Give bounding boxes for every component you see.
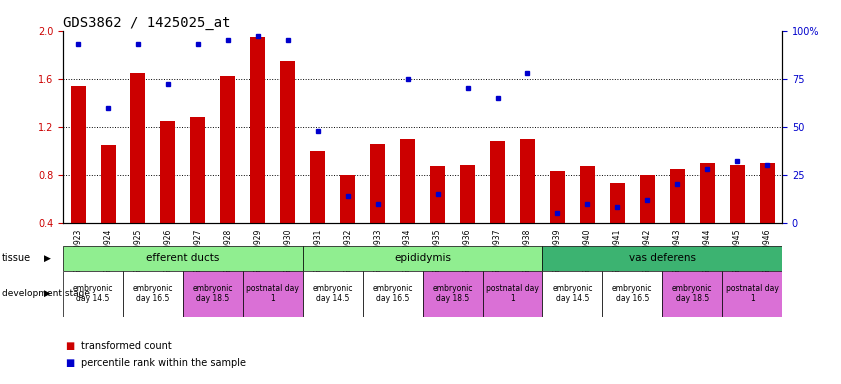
Bar <box>370 144 385 223</box>
Bar <box>730 165 744 223</box>
Bar <box>430 166 445 223</box>
Bar <box>580 166 595 223</box>
Bar <box>610 183 625 223</box>
Text: postnatal day
1: postnatal day 1 <box>246 284 299 303</box>
Text: postnatal day
1: postnatal day 1 <box>486 284 539 303</box>
Bar <box>303 246 542 271</box>
Bar <box>460 165 475 223</box>
Bar <box>542 246 782 271</box>
Text: ▶: ▶ <box>44 253 50 263</box>
Text: efferent ducts: efferent ducts <box>146 253 220 263</box>
Bar <box>303 271 362 317</box>
Bar <box>483 271 542 317</box>
Bar <box>722 271 782 317</box>
Bar <box>700 163 715 223</box>
Bar <box>542 271 602 317</box>
Bar <box>161 121 176 223</box>
Text: transformed count: transformed count <box>81 341 172 351</box>
Bar <box>663 271 722 317</box>
Text: ■: ■ <box>66 358 75 368</box>
Bar <box>63 246 303 271</box>
Bar <box>182 271 243 317</box>
Bar <box>602 271 663 317</box>
Text: embryonic
day 18.5: embryonic day 18.5 <box>193 284 233 303</box>
Text: vas deferens: vas deferens <box>629 253 696 263</box>
Bar <box>422 271 483 317</box>
Bar <box>400 139 415 223</box>
Text: percentile rank within the sample: percentile rank within the sample <box>81 358 246 368</box>
Text: embryonic
day 16.5: embryonic day 16.5 <box>612 284 653 303</box>
Text: embryonic
day 16.5: embryonic day 16.5 <box>133 284 173 303</box>
Bar <box>71 86 86 223</box>
Bar <box>759 163 775 223</box>
Text: ■: ■ <box>66 341 75 351</box>
Bar <box>63 271 123 317</box>
Bar <box>341 175 355 223</box>
Bar <box>362 271 422 317</box>
Text: embryonic
day 18.5: embryonic day 18.5 <box>432 284 473 303</box>
Text: development stage: development stage <box>2 289 90 298</box>
Bar <box>669 169 685 223</box>
Bar <box>490 141 505 223</box>
Text: embryonic
day 14.5: embryonic day 14.5 <box>553 284 593 303</box>
Bar <box>123 271 182 317</box>
Bar <box>101 145 115 223</box>
Bar <box>310 151 325 223</box>
Bar <box>550 171 565 223</box>
Bar <box>190 117 205 223</box>
Text: tissue: tissue <box>2 253 31 263</box>
Text: embryonic
day 16.5: embryonic day 16.5 <box>373 284 413 303</box>
Bar <box>220 76 235 223</box>
Text: postnatal day
1: postnatal day 1 <box>726 284 779 303</box>
Text: embryonic
day 18.5: embryonic day 18.5 <box>672 284 712 303</box>
Bar <box>280 61 295 223</box>
Text: embryonic
day 14.5: embryonic day 14.5 <box>313 284 353 303</box>
Bar <box>520 139 535 223</box>
Bar <box>243 271 303 317</box>
Text: embryonic
day 14.5: embryonic day 14.5 <box>73 284 114 303</box>
Bar <box>130 73 145 223</box>
Text: epididymis: epididymis <box>394 253 451 263</box>
Text: GDS3862 / 1425025_at: GDS3862 / 1425025_at <box>63 16 230 30</box>
Bar <box>640 175 655 223</box>
Text: ▶: ▶ <box>44 289 50 298</box>
Bar <box>251 37 265 223</box>
